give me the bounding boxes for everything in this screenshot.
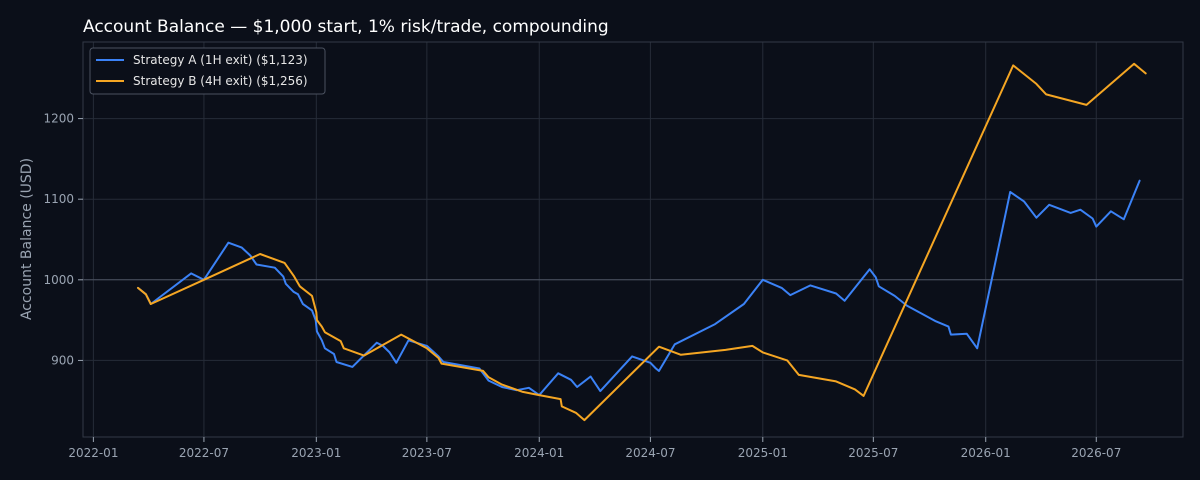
y-axis-label: Account Balance (USD) bbox=[19, 158, 35, 320]
tick-layer: 2022-01 2022-07 2023-01 2023-07 2024-01 2024-… bbox=[43, 112, 1121, 460]
x-tick-label: 2023-07 bbox=[402, 446, 452, 460]
y-tick-label: 1100 bbox=[43, 192, 74, 206]
x-tick-label: 2026-07 bbox=[1071, 446, 1121, 460]
series-line-strategy-a bbox=[137, 179, 1141, 397]
chart-title: Account Balance — $1,000 start, 1% risk/… bbox=[83, 17, 609, 37]
x-tick-label: 2022-01 bbox=[68, 446, 118, 460]
x-tick-label: 2025-07 bbox=[848, 446, 898, 460]
x-tick-label: 2024-07 bbox=[625, 446, 675, 460]
legend: Strategy A (1H exit) ($1,123) Strategy B… bbox=[89, 47, 326, 95]
legend-box bbox=[89, 47, 326, 95]
grid-layer bbox=[83, 42, 1183, 437]
legend-label-strategy-a: Strategy A (1H exit) ($1,123) bbox=[133, 53, 308, 67]
x-tick-label: 2026-01 bbox=[961, 446, 1011, 460]
y-tick-label: 1200 bbox=[43, 112, 74, 126]
x-tick-label: 2022-07 bbox=[179, 446, 229, 460]
legend-label-strategy-b: Strategy B (4H exit) ($1,256) bbox=[133, 74, 308, 88]
y-tick-label: 1000 bbox=[43, 273, 74, 287]
plot-frame bbox=[82, 41, 1184, 438]
x-tick-label: 2024-01 bbox=[514, 446, 564, 460]
series-layer bbox=[137, 62, 1147, 422]
y-tick-label: 900 bbox=[51, 353, 74, 367]
series-line-strategy-b bbox=[137, 62, 1147, 422]
x-tick-label: 2023-01 bbox=[291, 446, 341, 460]
x-tick-label: 2025-01 bbox=[738, 446, 788, 460]
